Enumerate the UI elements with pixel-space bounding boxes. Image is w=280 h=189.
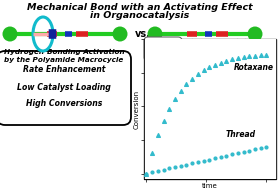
Circle shape	[248, 26, 263, 42]
Point	[190, 162, 194, 165]
Text: Rate Enhancement: Rate Enhancement	[23, 66, 105, 74]
Point	[207, 66, 211, 69]
Point	[218, 155, 223, 158]
Y-axis label: Conversion: Conversion	[134, 89, 140, 129]
FancyBboxPatch shape	[144, 37, 182, 61]
Point	[224, 59, 229, 62]
Point	[167, 167, 171, 170]
Point	[184, 163, 189, 166]
Point	[218, 61, 223, 64]
Point	[156, 134, 160, 137]
Point	[247, 149, 251, 152]
Point	[144, 172, 149, 175]
Text: Thread: Thread	[226, 130, 256, 139]
Text: Hydrogen-Bonding Activation
by the Polyamide Macrocycle: Hydrogen-Bonding Activation by the Polya…	[4, 49, 125, 63]
Point	[161, 119, 166, 122]
Point	[213, 157, 217, 160]
Point	[156, 170, 160, 173]
Point	[150, 151, 154, 154]
Text: vs.: vs.	[135, 29, 151, 39]
Point	[241, 150, 246, 153]
Text: Rotaxane: Rotaxane	[234, 63, 274, 72]
Point	[264, 145, 269, 148]
Text: Mechanical Bond with an Activating Effect: Mechanical Bond with an Activating Effec…	[27, 3, 253, 12]
Point	[178, 164, 183, 167]
Text: =: =	[222, 44, 230, 54]
Point	[201, 69, 206, 72]
Point	[173, 98, 177, 101]
FancyBboxPatch shape	[49, 29, 56, 39]
Point	[167, 108, 171, 111]
Text: in Organocatalysis: in Organocatalysis	[90, 11, 190, 20]
Bar	[144, 39, 276, 179]
Point	[235, 152, 240, 155]
Point	[253, 54, 257, 57]
Text: +: +	[179, 44, 187, 54]
Point	[241, 56, 246, 59]
Circle shape	[148, 26, 162, 42]
Point	[184, 83, 189, 86]
Circle shape	[113, 26, 127, 42]
Point	[161, 168, 166, 171]
Point	[178, 90, 183, 93]
Point	[173, 166, 177, 169]
Text: cat: cat	[211, 46, 219, 51]
Point	[258, 54, 263, 57]
Point	[213, 63, 217, 66]
Point	[230, 153, 234, 156]
Point	[201, 159, 206, 162]
Point	[253, 148, 257, 151]
Text: Low Catalyst Loading: Low Catalyst Loading	[17, 83, 111, 91]
Text: High Conversions: High Conversions	[26, 99, 102, 108]
Point	[235, 57, 240, 60]
Point	[190, 77, 194, 80]
Point	[150, 171, 154, 174]
X-axis label: time: time	[202, 183, 218, 189]
Point	[144, 172, 149, 175]
Point	[224, 154, 229, 157]
Point	[196, 73, 200, 76]
Point	[230, 58, 234, 61]
Point	[264, 53, 269, 56]
Circle shape	[3, 26, 17, 42]
FancyBboxPatch shape	[0, 51, 131, 125]
Point	[207, 158, 211, 161]
Point	[258, 146, 263, 149]
Point	[196, 161, 200, 164]
Point	[247, 55, 251, 58]
